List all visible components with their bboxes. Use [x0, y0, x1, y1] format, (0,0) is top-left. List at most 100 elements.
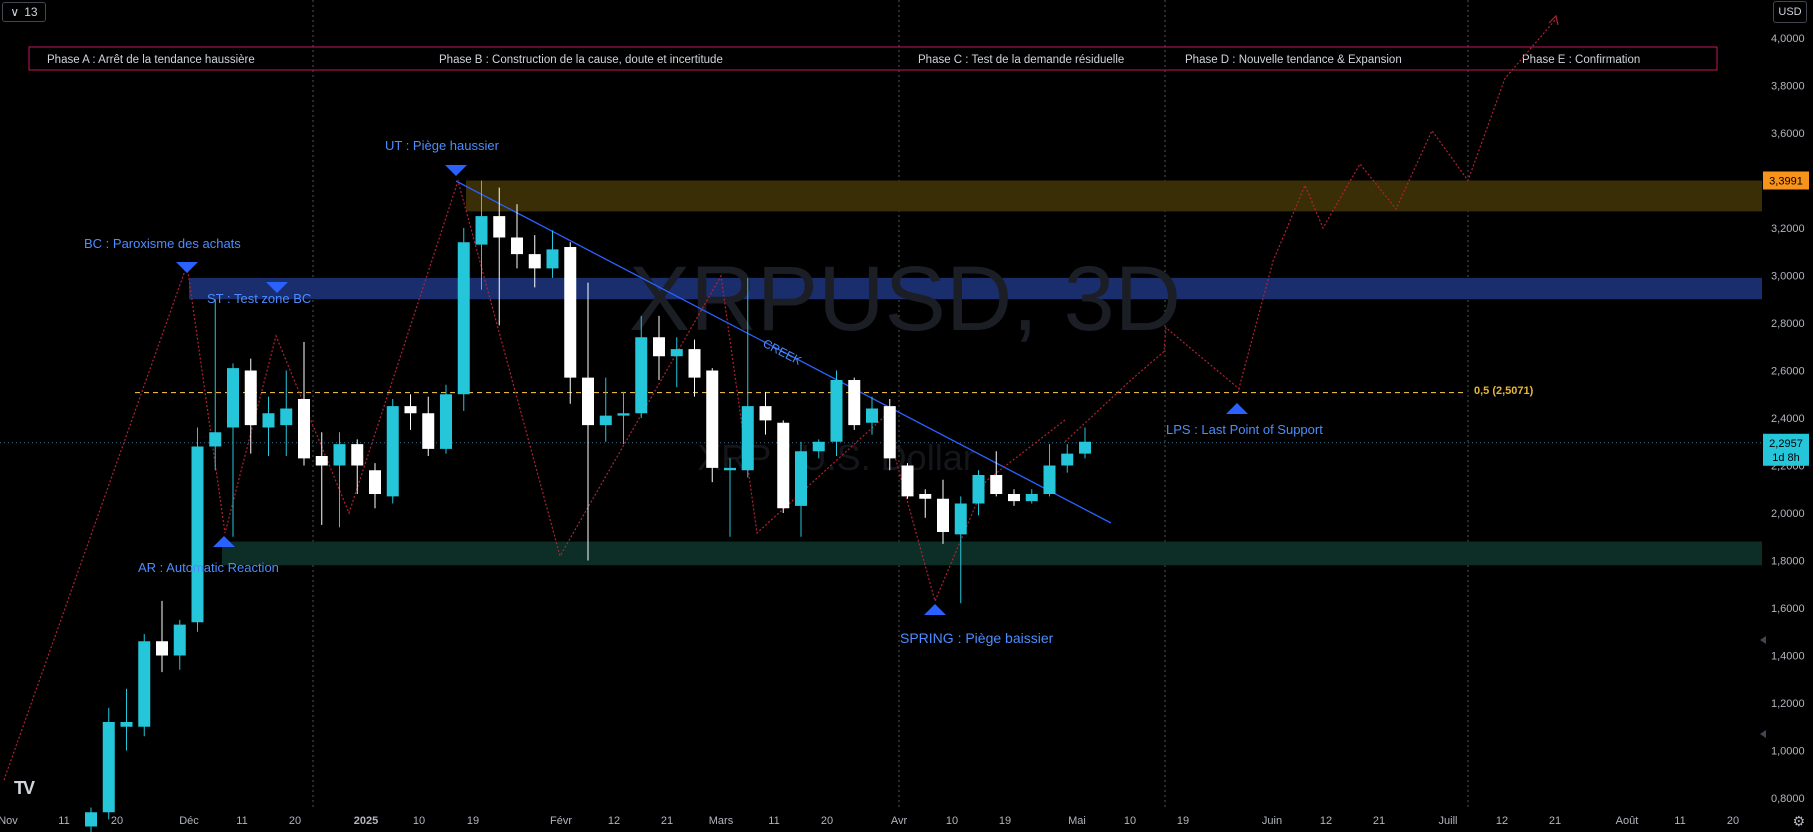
- price-axis[interactable]: 4,00003,80003,60003,40003,20003,00002,80…: [1760, 33, 1809, 805]
- wyckoff-zigzag: [3, 178, 1066, 781]
- candle-body: [191, 446, 204, 623]
- candle-body: [457, 242, 470, 395]
- st-marker-icon: [266, 282, 288, 293]
- candle-body: [85, 812, 97, 827]
- spring-marker-icon: [924, 604, 946, 615]
- candle-body: [1008, 494, 1020, 502]
- candle-body: [546, 249, 559, 269]
- candle-body: [280, 408, 293, 426]
- time-tick: 10: [1124, 815, 1136, 827]
- candle-body: [582, 377, 594, 426]
- time-tick: 20: [289, 815, 301, 827]
- support-zone: [222, 541, 1762, 566]
- candle-body: [812, 441, 825, 452]
- candle-body: [386, 406, 399, 497]
- scroll-left-icon: [1760, 636, 1766, 644]
- phase-bar-frame: [28, 46, 1718, 71]
- candle-body: [724, 467, 736, 471]
- candle-body: [1043, 465, 1056, 494]
- countdown-value: 1d 8h: [1772, 452, 1800, 464]
- price-tick: 3,6000: [1771, 128, 1805, 140]
- resistance-zone: [466, 180, 1762, 212]
- lps-marker-icon: [1226, 403, 1248, 414]
- candle-body: [315, 456, 328, 466]
- currency-selector[interactable]: USD: [1773, 1, 1807, 23]
- time-tick: 10: [413, 815, 425, 827]
- time-tick: Juin: [1262, 815, 1282, 827]
- time-tick: 21: [1373, 815, 1385, 827]
- interval-value: 13: [24, 5, 38, 19]
- price-tick: 2,8000: [1771, 318, 1805, 330]
- price-tick: 3,8000: [1771, 81, 1805, 93]
- creek-line: [455, 180, 1112, 524]
- bc-label: BC : Paroxisme des achats: [84, 236, 241, 251]
- candles: [85, 180, 1091, 832]
- candle-body: [209, 432, 222, 447]
- time-tick: 12: [608, 815, 620, 827]
- time-axis[interactable]: Nov 11 20 Déc 11 20 2025 10 19 Févr 12 21 Mars 11 20 Av…: [0, 815, 1739, 827]
- candle-body: [440, 394, 452, 449]
- candle-body: [990, 475, 1003, 494]
- candle-body: [1061, 453, 1074, 466]
- candle-body: [866, 408, 878, 423]
- tradingview-logo-icon: TV: [14, 778, 35, 798]
- interval-selector[interactable]: ∨ 13: [2, 2, 46, 22]
- zones: [189, 180, 1762, 566]
- candle-body: [617, 413, 630, 416]
- candle-body: [670, 349, 683, 357]
- phase-bar: Phase A : Arrêt de la tendance haussière…: [28, 46, 1718, 71]
- watermark-symbol: XRPUSD, 3D: [629, 248, 1181, 350]
- resistance-price-tag: [1763, 171, 1809, 190]
- projection-path: [1064, 14, 1559, 443]
- price-tick: 0,8000: [1771, 793, 1805, 805]
- st-label: ST : Test zone BC: [207, 291, 311, 306]
- annotations: BC : Paroxisme des achats ST : Test zone …: [84, 138, 1534, 646]
- time-tick: 20: [821, 815, 833, 827]
- candle-body: [528, 254, 541, 269]
- candle-body: [883, 406, 896, 459]
- price-tick: 4,0000: [1771, 33, 1805, 45]
- gear-icon[interactable]: ⚙: [1792, 813, 1805, 829]
- time-tick: Déc: [179, 815, 199, 827]
- price-tick: 1,6000: [1771, 603, 1805, 615]
- price-tick: 1,0000: [1771, 746, 1805, 758]
- price-tick: 1,2000: [1771, 698, 1805, 710]
- time-tick: Nov: [0, 815, 18, 827]
- phase-label: Phase A : Arrêt de la tendance haussière: [47, 54, 255, 66]
- time-tick: 11: [58, 815, 69, 827]
- candle-body: [1025, 494, 1038, 502]
- time-tick: 21: [1549, 815, 1561, 827]
- phase-label: Phase D : Nouvelle tendance & Expansion: [1185, 54, 1402, 66]
- time-tick: Juill: [1439, 815, 1458, 827]
- phase-label: Phase C : Test de la demande résiduelle: [918, 54, 1124, 66]
- time-tick: Mai: [1068, 815, 1086, 827]
- projection-line: [1064, 18, 1557, 443]
- candle-body: [919, 494, 932, 499]
- price-tick: 2,0000: [1771, 508, 1805, 520]
- ut-marker-icon: [445, 165, 467, 176]
- time-tick: Mars: [709, 815, 734, 827]
- lps-label: LPS : Last Point of Support: [1166, 422, 1323, 437]
- ar-marker-icon: [213, 536, 235, 547]
- candle-body: [262, 413, 275, 428]
- time-tick: 19: [999, 815, 1011, 827]
- candle-body: [688, 349, 701, 378]
- candle-body: [564, 247, 577, 378]
- candle-body: [599, 415, 612, 426]
- price-tick: 3,0000: [1771, 271, 1805, 283]
- price-tick: 2,6000: [1771, 366, 1805, 378]
- time-tick: 12: [1320, 815, 1332, 827]
- candle-body: [1079, 441, 1091, 454]
- time-tick: Févr: [550, 815, 572, 827]
- candle-body: [333, 444, 346, 466]
- time-tick: 21: [661, 815, 673, 827]
- candle-body: [173, 624, 186, 656]
- candle-body: [475, 216, 488, 245]
- candle-body: [493, 216, 506, 238]
- candle-body: [706, 370, 719, 468]
- time-tick: 11: [768, 815, 779, 827]
- candle-body: [777, 422, 790, 509]
- candle-body: [937, 498, 949, 532]
- chevron-down-icon: ∨: [10, 5, 20, 19]
